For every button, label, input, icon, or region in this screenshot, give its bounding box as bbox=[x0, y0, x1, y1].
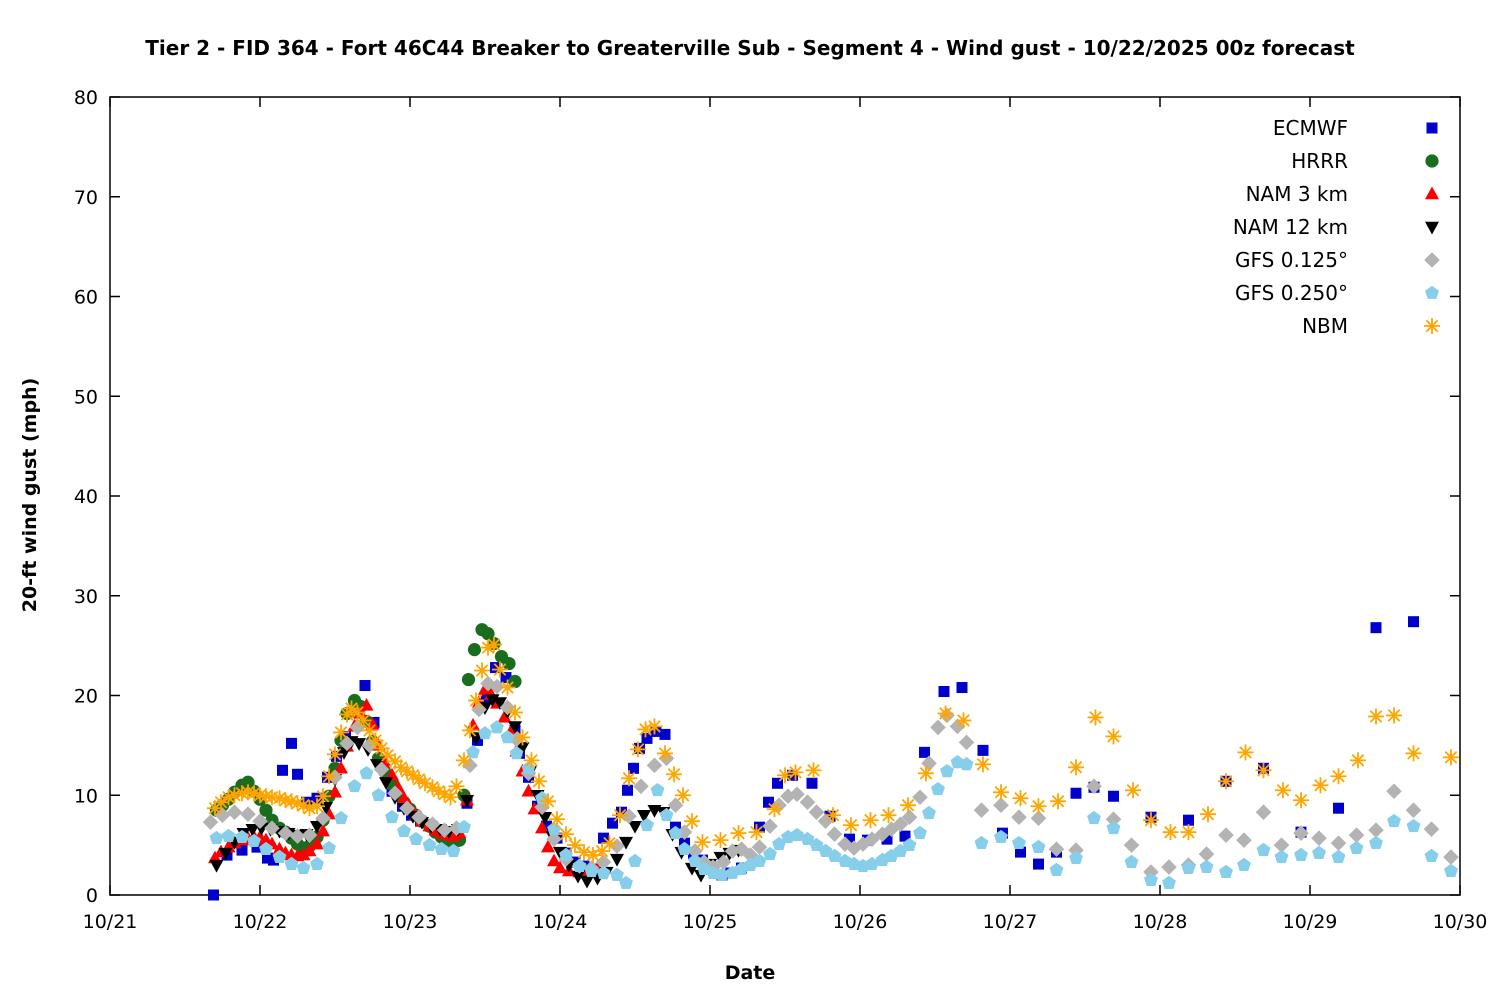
x-tick-label: 10/25 bbox=[683, 911, 738, 933]
y-tick-label: 20 bbox=[74, 686, 98, 708]
legend-label: NAM 3 km bbox=[1246, 182, 1348, 206]
legend-label: HRRR bbox=[1291, 149, 1348, 173]
legend-label: ECMWF bbox=[1273, 116, 1348, 140]
x-axis-label: Date bbox=[724, 962, 776, 984]
y-tick-label: 50 bbox=[74, 386, 98, 408]
series-gfs-0-250- bbox=[209, 720, 1458, 889]
y-tick-label: 10 bbox=[74, 785, 98, 807]
y-tick-label: 80 bbox=[74, 87, 98, 109]
legend-label: GFS 0.250° bbox=[1235, 281, 1348, 305]
x-tick-label: 10/29 bbox=[1283, 911, 1338, 933]
x-tick-label: 10/21 bbox=[83, 911, 138, 933]
legend: ECMWF HRRR NAM 3 km NAM 12 km GFS 0.125° GFS … bbox=[1233, 116, 1440, 338]
legend-item-gfs-0-125-: GFS 0.125° bbox=[1235, 248, 1440, 272]
chart-title: Tier 2 - FID 364 - Fort 46C44 Breaker to… bbox=[145, 36, 1355, 60]
legend-label: GFS 0.125° bbox=[1235, 248, 1348, 272]
y-tick-label: 40 bbox=[74, 486, 98, 508]
legend-label: NAM 12 km bbox=[1233, 215, 1348, 239]
y-axis-label: 20-ft wind gust (mph) bbox=[19, 377, 41, 613]
legend-label: NBM bbox=[1302, 314, 1348, 338]
x-tick-label: 10/28 bbox=[1133, 911, 1188, 933]
legend-item-nam-3-km: NAM 3 km bbox=[1246, 182, 1439, 206]
x-tick-label: 10/26 bbox=[833, 911, 888, 933]
x-axis-ticks: 10/21 10/22 10/23 10/24 10/25 10/26 10/27 10/28… bbox=[83, 97, 1488, 933]
y-axis-ticks: 0 10 20 30 40 50 60 70 80 bbox=[74, 87, 1460, 907]
x-tick-label: 10/30 bbox=[1433, 911, 1488, 933]
legend-item-nam-12-km: NAM 12 km bbox=[1233, 215, 1439, 239]
y-tick-label: 30 bbox=[74, 586, 98, 608]
legend-item-gfs-0-250-: GFS 0.250° bbox=[1235, 281, 1439, 305]
y-tick-label: 0 bbox=[86, 885, 98, 907]
x-tick-label: 10/23 bbox=[383, 911, 438, 933]
x-tick-label: 10/22 bbox=[233, 911, 288, 933]
x-tick-label: 10/27 bbox=[983, 911, 1038, 933]
x-tick-label: 10/24 bbox=[533, 911, 588, 933]
series-nbm bbox=[207, 636, 1459, 864]
legend-item-nbm: NBM bbox=[1302, 314, 1440, 338]
y-tick-label: 60 bbox=[74, 287, 98, 309]
y-tick-label: 70 bbox=[74, 187, 98, 209]
legend-item-hrrr: HRRR bbox=[1291, 149, 1439, 173]
legend-item-ecmwf: ECMWF bbox=[1273, 116, 1438, 140]
